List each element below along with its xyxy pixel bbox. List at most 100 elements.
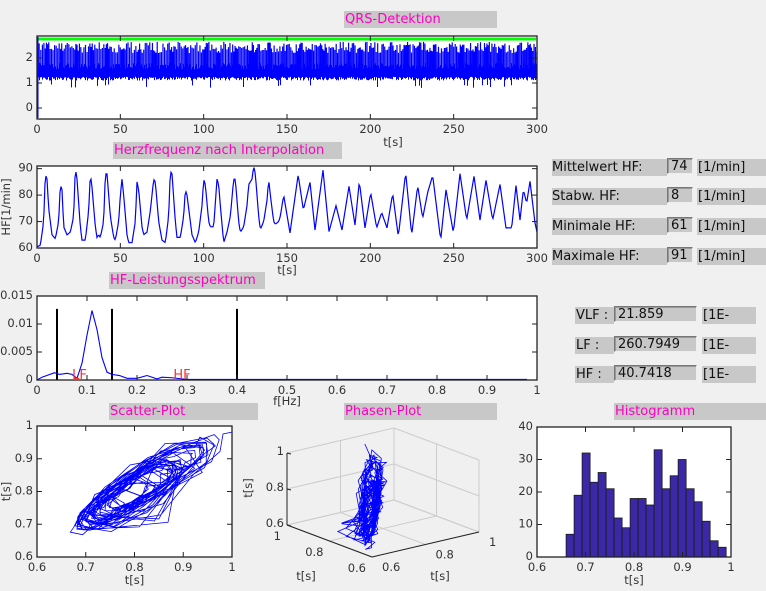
band-label: VLF : — [575, 307, 614, 324]
phase-title: Phasen-Plot — [344, 403, 497, 420]
histogram-bar — [573, 494, 583, 558]
phase-grid — [393, 499, 480, 533]
hr-xtick-label: 200 — [359, 251, 381, 265]
histogram-bar — [597, 472, 607, 558]
stat-unit: [1/min] — [697, 188, 766, 205]
scatter-ylabel: t[s] — [0, 482, 13, 501]
scatter-title: Scatter-Plot — [109, 403, 258, 420]
histogram-ytick-label: 40 — [518, 419, 533, 433]
histogram-bar — [685, 488, 695, 558]
spectrum-ytick-label: 0.005 — [0, 344, 33, 358]
spectrum-ytick-label: 0.01 — [7, 316, 33, 330]
spectrum-xtick-label: 0.5 — [278, 383, 296, 397]
phase-z-tick-label: 0.6 — [266, 516, 284, 530]
scatter-xlabel: t[s] — [125, 573, 144, 587]
phase-y-tick-label: 1 — [489, 535, 496, 549]
spectrum-title: HF-Leistungsspektrum — [109, 272, 265, 289]
band-annotation-lf: LF — [72, 368, 87, 383]
stat-value-field[interactable]: 8 — [667, 187, 693, 203]
qrs-xtick-label: 300 — [526, 122, 548, 136]
stat-label: Minimale HF: — [552, 218, 667, 235]
spectrum-xtick-label: 0.4 — [228, 383, 246, 397]
hr-series-line — [36, 167, 538, 248]
qrs-xlabel: t[s] — [383, 135, 402, 149]
hr-plot-area — [37, 166, 537, 248]
phase-grid — [286, 427, 395, 454]
qrs-xtick-label: 50 — [113, 122, 128, 136]
hr-xtick-label: 50 — [113, 251, 128, 265]
stat-label: Stabw. HF: — [552, 188, 667, 205]
qrs-title: QRS-Detektion — [344, 11, 497, 28]
stat-value-field[interactable]: 74 — [667, 158, 693, 174]
spectrum-line — [36, 310, 527, 381]
band-unit: [1E- — [702, 337, 756, 354]
histogram-xtick-label: 0.8 — [625, 560, 643, 574]
histogram-ytick-label: 20 — [518, 484, 533, 498]
stat-value-field[interactable]: 61 — [667, 217, 693, 233]
band-value-field[interactable]: 260.7949 — [614, 336, 697, 352]
histogram-bar — [709, 540, 719, 558]
spectrum-xtick-label: 0.8 — [428, 383, 446, 397]
histogram-bar — [589, 481, 599, 558]
band-annotation-hf: HF — [173, 368, 190, 383]
scatter-xtick-label: 0.9 — [174, 560, 192, 574]
phase-ylabel: t[s] — [430, 569, 449, 583]
histogram-bar — [613, 517, 623, 558]
hr-xtick-label: 150 — [276, 251, 298, 265]
hr-ytick-label: 80 — [18, 187, 33, 201]
histogram-title: Histogramm — [614, 403, 766, 420]
stat-label: Maximale HF: — [552, 248, 667, 265]
histogram-xtick-label: 0.7 — [576, 560, 594, 574]
hr-xtick-label: 0 — [33, 251, 40, 265]
spectrum-plot-area — [37, 296, 537, 380]
qrs-xtick-label: 200 — [359, 122, 381, 136]
phase-line — [336, 443, 388, 550]
histogram-bar — [621, 527, 631, 558]
stat-value-field[interactable]: 91 — [667, 247, 693, 263]
histogram-bar — [581, 452, 591, 558]
qrs-xtick-label: 100 — [193, 122, 215, 136]
phase-y-axis — [371, 531, 480, 558]
scatter-xtick-label: 0.8 — [125, 560, 143, 574]
histogram-bar — [645, 504, 655, 558]
histogram-xtick-label: 1 — [727, 560, 734, 574]
histogram-bar — [669, 475, 679, 558]
phase-grid — [340, 512, 426, 545]
scatter-ytick-label: 0.9 — [15, 451, 33, 465]
qrs-xtick-label: 0 — [33, 122, 40, 136]
hr-ytick-label: 70 — [18, 214, 33, 228]
hr-ylabel: HF[1/min] — [0, 178, 13, 235]
qrs-ytick-label: 1 — [26, 75, 33, 89]
phase-z-tick — [286, 524, 292, 527]
histogram-ytick-label: 0 — [526, 549, 533, 563]
qrs-ytick-label: 0 — [26, 100, 33, 114]
phase-y-tick-label: 0.6 — [382, 560, 400, 574]
scatter-ytick-label: 1 — [26, 418, 33, 432]
phase-xlabel: t[s] — [296, 569, 315, 583]
band-label: LF : — [575, 337, 614, 354]
qrs-xtick-label: 150 — [276, 122, 298, 136]
phase-x-axis — [286, 524, 373, 558]
hr-xtick-label: 100 — [193, 251, 215, 265]
scatter-ytick-label: 0.8 — [15, 484, 33, 498]
phase-x-tick-label: 0.8 — [305, 545, 323, 559]
hr-ytick-label: 60 — [18, 240, 33, 254]
spectrum-xtick-label: 1 — [533, 383, 540, 397]
band-label: HF : — [575, 366, 614, 383]
histogram-bar — [717, 546, 727, 558]
histogram-bar — [661, 488, 671, 558]
scatter-ytick-label: 0.7 — [15, 516, 33, 530]
phase-grid — [393, 427, 480, 461]
stat-unit: [1/min] — [697, 159, 766, 176]
band-value-field[interactable]: 40.7418 — [614, 365, 697, 381]
histogram-bar — [693, 501, 703, 558]
histogram-bar — [677, 459, 687, 558]
qrs-ytick-label: 2 — [26, 50, 33, 64]
histogram-ytick-label: 10 — [518, 517, 533, 531]
scatter-xtick-label: 1 — [228, 560, 235, 574]
histogram-bar — [701, 520, 711, 558]
hr-ytick-label: 90 — [18, 161, 33, 175]
stat-label: Mittelwert HF: — [552, 159, 667, 176]
scatter-xtick-label: 0.6 — [28, 560, 46, 574]
band-value-field[interactable]: 21.859 — [614, 306, 697, 322]
